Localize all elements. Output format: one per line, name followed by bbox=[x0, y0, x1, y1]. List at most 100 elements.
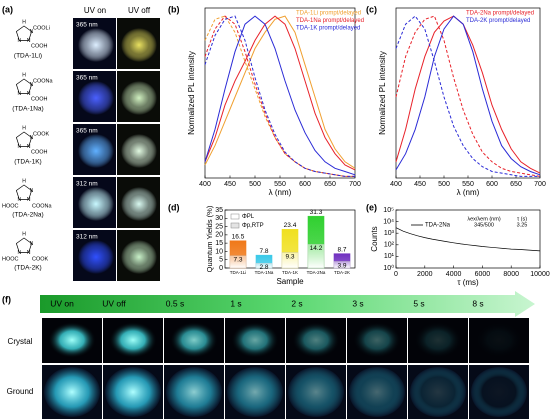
substituent: COOK bbox=[32, 256, 49, 262]
row-label: Ground bbox=[7, 387, 34, 396]
y-tick-label: 10³ bbox=[384, 230, 395, 237]
y-axis-label: Normalized PL intensity bbox=[187, 51, 196, 135]
x-tick-label: 6000 bbox=[475, 271, 491, 278]
atom: N bbox=[30, 82, 34, 88]
atom: N bbox=[30, 188, 34, 194]
x-axis-label: τ (ms) bbox=[457, 278, 479, 287]
photo-uv-off bbox=[121, 134, 157, 168]
y-axis-label: Normalized PL intensity bbox=[378, 51, 387, 135]
x-tick-label: 700 bbox=[534, 181, 546, 188]
crystal-photo bbox=[109, 322, 157, 358]
atom: N bbox=[27, 91, 31, 97]
compound-name: (TDA-2K) bbox=[14, 265, 41, 272]
column-header: UV off bbox=[128, 6, 151, 15]
substituent: COOLi bbox=[33, 25, 50, 31]
y-axis-label: Counts bbox=[370, 226, 379, 251]
x-tick-label: 450 bbox=[224, 181, 236, 188]
crystal-photo bbox=[48, 322, 96, 358]
value-label: 23.4 bbox=[284, 222, 297, 229]
time-step: 5 s bbox=[413, 298, 424, 308]
x-axis-label: λ (nm) bbox=[457, 188, 480, 197]
x-tick-label: 500 bbox=[438, 181, 450, 188]
wavelength: 365 nm bbox=[76, 128, 98, 135]
atom: H bbox=[22, 178, 26, 184]
photo-uv-on bbox=[78, 81, 114, 115]
ground-photo bbox=[166, 367, 222, 417]
y-tick-label: 10¹ bbox=[384, 253, 395, 260]
x-tick-label: 700 bbox=[349, 181, 361, 188]
atom: N bbox=[27, 197, 31, 203]
time-step: UV off bbox=[102, 298, 126, 308]
x-tick-label: 450 bbox=[414, 181, 426, 188]
value-label: 7.3 bbox=[233, 257, 242, 264]
wavelength: 312 nm bbox=[76, 234, 98, 241]
legend-swatch bbox=[230, 222, 240, 229]
atom: N bbox=[17, 197, 21, 203]
panel-label: (d) bbox=[168, 202, 180, 212]
y-tick-label: 35 bbox=[215, 207, 223, 214]
y-tick-label: 10⁰ bbox=[383, 264, 394, 272]
table-value: 345/500 bbox=[474, 222, 494, 228]
substituent: COOK bbox=[33, 131, 50, 137]
prompt-line bbox=[204, 15, 356, 176]
time-step: UV on bbox=[50, 298, 74, 308]
crystal-photo bbox=[292, 322, 340, 358]
substituent: HOOC bbox=[2, 203, 19, 209]
x-tick-label: 0 bbox=[394, 271, 398, 278]
time-step: 1 s bbox=[230, 298, 241, 308]
wavelength: 312 nm bbox=[76, 181, 98, 188]
panel-label: (b) bbox=[168, 4, 180, 14]
substituent: COOH bbox=[31, 96, 48, 102]
delayed-line bbox=[204, 15, 355, 177]
y-tick-label: 0 bbox=[219, 265, 223, 272]
legend-label: TDA-1Li prompt/delayed bbox=[296, 11, 361, 17]
plot-frame bbox=[395, 209, 541, 269]
rtp-bar bbox=[333, 261, 351, 269]
x-tick-label: 10000 bbox=[530, 271, 550, 278]
value-label: 31.3 bbox=[310, 209, 323, 216]
x-tick-label: 400 bbox=[390, 181, 402, 188]
y-tick-label: 10⁵ bbox=[383, 207, 394, 214]
rtp-bar bbox=[307, 244, 325, 269]
y-tick-label: 30 bbox=[215, 215, 223, 222]
x-tick-label: TDA-1Li bbox=[230, 270, 247, 275]
legend-swatch bbox=[230, 213, 240, 220]
time-step: 2 s bbox=[291, 298, 302, 308]
legend-label: TDA-2Na bbox=[425, 223, 451, 229]
value-label: 2.8 bbox=[259, 264, 268, 271]
ground-photo bbox=[288, 367, 344, 417]
photo-uv-on bbox=[78, 187, 114, 221]
substituent: COOH bbox=[31, 149, 48, 155]
x-tick-label: 650 bbox=[324, 181, 336, 188]
photo-uv-off bbox=[121, 28, 157, 62]
substituent: COONa bbox=[33, 78, 54, 84]
panel-label: (e) bbox=[366, 202, 377, 212]
x-tick-label: 600 bbox=[486, 181, 498, 188]
value-label: 9.3 bbox=[285, 253, 294, 260]
atom: H bbox=[22, 231, 26, 237]
y-tick-label: 10² bbox=[384, 242, 395, 249]
legend-label: TDA-2K prompt/delayed bbox=[466, 18, 530, 24]
x-tick-label: 400 bbox=[199, 181, 211, 188]
photo-uv-on bbox=[78, 134, 114, 168]
triazole-ring bbox=[15, 184, 33, 200]
x-tick-label: 650 bbox=[510, 181, 522, 188]
legend-label: ΦPL bbox=[242, 214, 255, 220]
delayed-line bbox=[204, 15, 355, 177]
atom: N bbox=[27, 250, 31, 256]
value-label: 7.8 bbox=[259, 248, 268, 255]
y-tick-label: 25 bbox=[215, 223, 223, 230]
panel-label: (c) bbox=[366, 4, 377, 14]
atom: N bbox=[17, 250, 21, 256]
delayed-line bbox=[204, 15, 355, 177]
photo-uv-off bbox=[121, 81, 157, 115]
table-header: λex/λem (nm) bbox=[467, 216, 500, 222]
ground-photo bbox=[471, 367, 527, 417]
time-arrow bbox=[40, 291, 535, 317]
crystal-photo bbox=[353, 322, 401, 358]
ground-photo bbox=[410, 367, 466, 417]
photo-uv-on bbox=[78, 240, 114, 274]
atom: H bbox=[22, 19, 26, 25]
prompt-line bbox=[395, 15, 541, 176]
